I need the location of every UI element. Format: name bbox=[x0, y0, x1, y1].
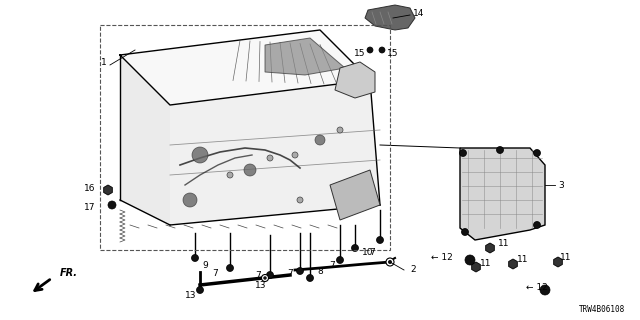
Text: FR.: FR. bbox=[60, 268, 78, 278]
Polygon shape bbox=[170, 80, 380, 225]
Circle shape bbox=[307, 275, 314, 282]
Polygon shape bbox=[120, 55, 170, 225]
Text: 13: 13 bbox=[184, 291, 196, 300]
Text: 17: 17 bbox=[83, 203, 95, 212]
Polygon shape bbox=[330, 170, 380, 220]
Text: 8: 8 bbox=[317, 268, 323, 276]
Polygon shape bbox=[335, 62, 375, 98]
Text: 1: 1 bbox=[101, 58, 107, 67]
Circle shape bbox=[388, 260, 392, 264]
Circle shape bbox=[227, 265, 234, 271]
Circle shape bbox=[379, 47, 385, 53]
Text: 7: 7 bbox=[329, 261, 335, 270]
Text: 13: 13 bbox=[255, 281, 266, 290]
Text: 11: 11 bbox=[498, 238, 509, 247]
Circle shape bbox=[296, 268, 303, 275]
Polygon shape bbox=[472, 262, 481, 272]
Circle shape bbox=[367, 47, 373, 53]
Circle shape bbox=[315, 135, 325, 145]
Text: 2: 2 bbox=[410, 266, 415, 275]
Circle shape bbox=[263, 276, 267, 280]
Circle shape bbox=[461, 228, 468, 236]
Text: 7: 7 bbox=[255, 271, 261, 281]
Text: TRW4B06108: TRW4B06108 bbox=[579, 305, 625, 314]
Text: 3: 3 bbox=[558, 180, 564, 189]
Polygon shape bbox=[104, 185, 113, 195]
Polygon shape bbox=[460, 148, 545, 240]
Polygon shape bbox=[509, 259, 517, 269]
Circle shape bbox=[460, 149, 467, 156]
Circle shape bbox=[267, 155, 273, 161]
Text: 11: 11 bbox=[517, 255, 529, 265]
Circle shape bbox=[337, 127, 343, 133]
Circle shape bbox=[266, 271, 273, 278]
Text: 9: 9 bbox=[202, 260, 208, 269]
Circle shape bbox=[191, 254, 198, 261]
Text: 15: 15 bbox=[353, 49, 365, 58]
Circle shape bbox=[337, 257, 344, 263]
Bar bbox=[100, 25, 390, 250]
Polygon shape bbox=[120, 30, 370, 105]
Polygon shape bbox=[554, 257, 563, 267]
Circle shape bbox=[376, 236, 383, 244]
Text: 15: 15 bbox=[387, 49, 399, 58]
Text: 10: 10 bbox=[362, 247, 374, 257]
Circle shape bbox=[534, 221, 541, 228]
Text: 11: 11 bbox=[560, 253, 572, 262]
Text: ← 12: ← 12 bbox=[431, 252, 453, 261]
Text: 11: 11 bbox=[480, 259, 492, 268]
Circle shape bbox=[497, 147, 504, 154]
Text: 7: 7 bbox=[287, 269, 293, 278]
Circle shape bbox=[292, 152, 298, 158]
Circle shape bbox=[386, 258, 394, 266]
Circle shape bbox=[183, 193, 197, 207]
Polygon shape bbox=[365, 5, 415, 30]
Circle shape bbox=[262, 275, 269, 282]
Circle shape bbox=[534, 149, 541, 156]
Circle shape bbox=[297, 197, 303, 203]
Circle shape bbox=[351, 244, 358, 252]
Circle shape bbox=[227, 172, 233, 178]
Text: 16: 16 bbox=[83, 183, 95, 193]
Polygon shape bbox=[486, 243, 494, 253]
Polygon shape bbox=[265, 38, 345, 75]
Circle shape bbox=[244, 164, 256, 176]
Text: 7: 7 bbox=[369, 247, 375, 257]
Text: ← 12: ← 12 bbox=[526, 283, 548, 292]
Circle shape bbox=[465, 255, 475, 265]
Circle shape bbox=[108, 201, 116, 209]
Text: 7: 7 bbox=[212, 268, 218, 277]
Circle shape bbox=[540, 285, 550, 295]
Circle shape bbox=[192, 147, 208, 163]
Circle shape bbox=[196, 286, 204, 293]
Text: 14: 14 bbox=[413, 9, 424, 18]
